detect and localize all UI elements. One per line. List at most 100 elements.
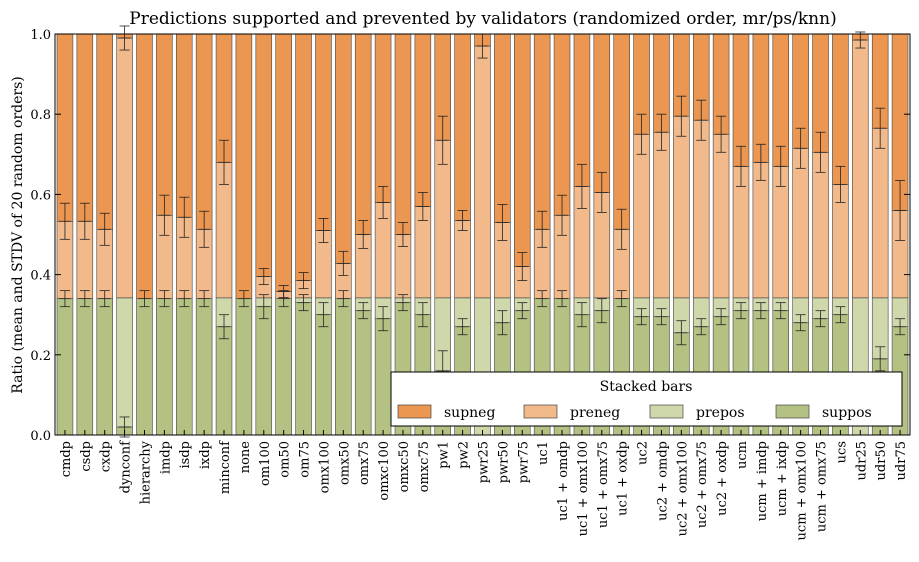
error-bar-suppos-ucm [734,302,747,320]
error-bar-preneg-csdp [78,202,91,240]
error-bar-suppos-csdp [78,290,91,308]
x-tick-label: uc2 + oxdp [715,441,730,516]
error-bar-suppos-minconf [218,314,231,340]
bar-suppos-omxc100 [374,318,392,436]
legend-items: supneg preneg prepos suppos [397,404,872,421]
error-bar-preneg-ixdp [198,210,211,248]
error-bar-preneg-om75 [297,272,310,290]
error-bar-preneg-uc1-omx100 [575,163,588,209]
error-bar-suppos-imdp [158,290,171,308]
bar-preneg-pwr25 [474,45,491,299]
legend-box [390,371,903,427]
error-bar-suppos-cxdp [98,290,111,308]
error-bar-preneg-omxc100 [377,185,390,219]
x-tick-label: omx75 [357,441,372,485]
error-bar-preneg-uc2-omx75 [695,99,708,141]
bar-suppos-isdp [175,298,193,436]
error-bar-preneg-ucs [834,165,847,203]
error-bar-preneg-udr75 [894,179,907,241]
error-bar-suppos-uc1-omx100 [575,302,588,328]
legend-item-prepos: prepos [649,404,745,421]
x-tick-label: dynconf [119,440,134,494]
x-tick-label: isdp [178,441,193,468]
error-bar-preneg-om50 [277,285,290,298]
bar-supneg-cxdp [96,33,113,230]
x-tick-label: cmdp [59,441,74,477]
bar-supneg-pwr50 [494,33,511,223]
legend-swatch [397,404,432,419]
bar-supneg-omxc100 [374,33,392,203]
error-bar-preneg-uc1-oxdp [615,208,628,250]
bar-supneg-isdp [175,33,193,218]
x-tick-label: ucs [834,441,849,463]
error-bar-preneg-cmdp [58,202,71,240]
x-tick-label: csdp [79,441,94,472]
legend-swatch [775,404,810,419]
legend-swatch [523,404,558,419]
legend-swatch [649,404,684,419]
x-axis: cmdp csdp cxdp dynconf hierarchy imdp isdp ixdp… [59,430,909,540]
error-bar-preneg-uc1-omx75 [595,171,608,213]
error-bar-suppos-uc2-oxdp [715,308,728,326]
bar-supneg-omxc50 [394,33,412,235]
x-tick-label: omx100 [317,441,332,493]
legend-item-supneg: supneg [397,404,495,421]
error-bar-suppos-ucm-imdp [754,302,767,320]
x-tick-label: none [238,441,253,474]
error-bar-suppos-udr75 [894,318,907,336]
x-tick-label: uc2 + omx100 [675,441,690,536]
x-tick-label: om50 [278,441,293,478]
x-tick-label: pwr25 [477,441,492,483]
error-bar-preneg-uc1-omdp [556,194,569,236]
x-tick-label: udr75 [894,441,909,480]
y-tick-label: 0.2 [30,349,51,364]
y-tick-label: 0.4 [30,269,51,284]
error-bar-suppos-pw2 [456,318,469,336]
bar-suppos-minconf [215,326,233,436]
x-tick-label: uc1 + omx100 [576,441,591,536]
x-tick-label: omx50 [337,441,352,485]
bar-suppos-csdp [76,298,94,436]
legend-title: Stacked bars [600,379,693,395]
error-bar-preneg-ucm-ixdp [774,145,787,187]
y-tick-label: 0.0 [30,429,51,444]
x-tick-label: uc1 + oxdp [616,441,631,516]
bar-preneg-uc2-omx100 [673,115,690,299]
error-bar-preneg-udr25 [854,31,867,49]
error-bar-suppos-ucs [834,306,847,324]
bar-suppos-imdp [156,298,173,436]
bar-suppos-none [235,298,253,436]
x-tick-label: omxc75 [417,441,432,492]
error-bar-suppos-om75 [297,294,310,312]
x-tick-label: uc1 + omdp [556,441,571,521]
bar-supneg-cmdp [56,33,74,222]
bar-supneg-imdp [156,33,173,216]
bar-supneg-omx50 [335,33,352,264]
bar-suppos-ixdp [195,298,213,436]
bar-preneg-uc2-omdp [653,131,670,299]
x-tick-label: udr25 [854,441,869,480]
y-axis-label: Ratio (mean and STDV of 20 random orders… [10,76,26,393]
bar-supneg-uc1-omdp [553,33,571,216]
error-bar-preneg-pw1 [436,115,449,165]
bar-supneg-om75 [295,33,312,281]
x-tick-label: udr50 [874,441,889,480]
error-bar-preneg-udr50 [874,107,887,149]
error-bar-preneg-omx75 [357,220,370,249]
error-bar-preneg-ucm-imdp [754,143,767,181]
error-bar-preneg-omxc75 [416,191,429,221]
bar-supneg-pwr75 [514,33,531,267]
error-bar-suppos-uc1-omx75 [595,298,608,324]
error-bar-preneg-uc1 [536,210,549,248]
error-bar-preneg-cxdp [98,212,111,246]
bar-preneg-pw2 [454,220,471,299]
legend-item-preneg: preneg [523,404,620,421]
bar-preneg-ucm-omx100 [792,147,809,299]
error-bar-suppos-pwr50 [496,310,509,336]
x-tick-label: ixdp [198,441,213,469]
y-tick-label: 1.0 [30,28,51,43]
error-bar-preneg-om100 [257,268,270,286]
error-bar-suppos-uc2-omdp [655,308,668,326]
error-bar-suppos-uc2-omx100 [675,320,688,346]
bar-supneg-om50 [275,33,292,292]
